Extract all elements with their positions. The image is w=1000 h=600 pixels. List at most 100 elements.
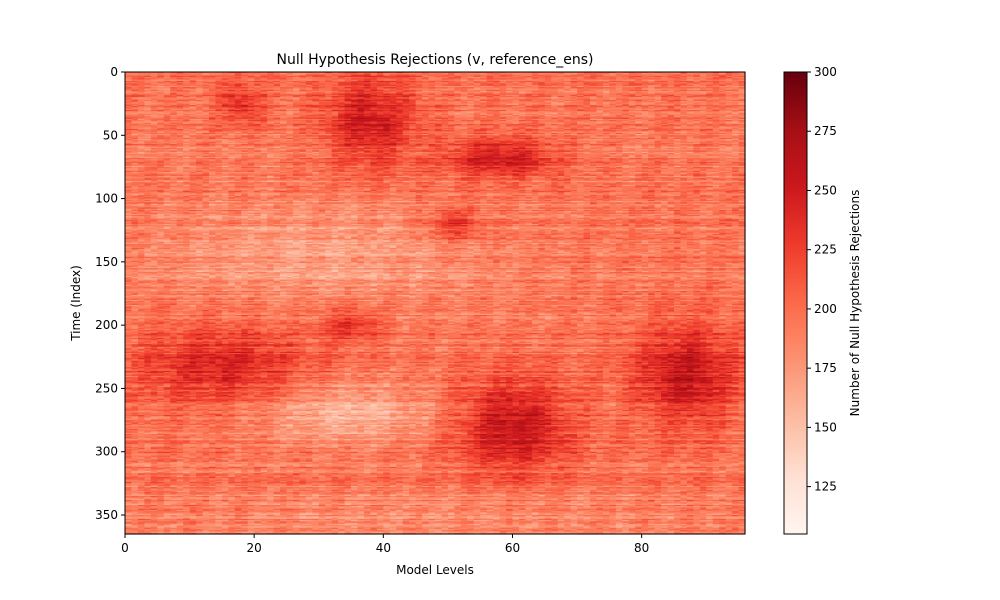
heatmap-cell xyxy=(499,75,507,78)
heatmap-cell xyxy=(260,90,268,93)
heatmap-cell xyxy=(396,78,404,81)
heatmap-cell xyxy=(389,97,397,100)
heatmap-cell xyxy=(299,87,307,90)
heatmap-cell xyxy=(170,85,178,88)
heatmap-cell xyxy=(615,84,623,87)
heatmap-cell xyxy=(596,94,604,97)
heatmap-cell xyxy=(454,83,462,86)
heatmap-cell xyxy=(732,99,740,102)
heatmap-cell xyxy=(176,74,184,77)
heatmap-cell xyxy=(131,88,139,91)
heatmap-cell xyxy=(531,92,539,95)
heatmap-cell xyxy=(577,90,585,93)
heatmap-cell xyxy=(312,85,320,88)
heatmap-cell xyxy=(312,83,320,86)
heatmap-cell xyxy=(170,84,178,87)
heatmap-cell xyxy=(518,83,527,86)
heatmap-cell xyxy=(228,78,236,81)
heatmap-cell xyxy=(280,101,288,103)
heatmap-cell xyxy=(254,96,262,98)
heatmap-cell xyxy=(363,77,372,79)
heatmap-cell xyxy=(577,98,585,101)
heatmap-cell xyxy=(363,97,372,100)
heatmap-cell xyxy=(196,78,204,81)
heatmap-cell xyxy=(473,83,481,86)
heatmap-cell xyxy=(273,85,281,88)
heatmap-cell xyxy=(396,85,404,88)
heatmap-cell xyxy=(157,90,165,93)
heatmap-cell xyxy=(622,75,630,78)
heatmap-cell xyxy=(577,88,585,91)
heatmap-cell xyxy=(725,82,733,84)
heatmap-cell xyxy=(583,88,591,91)
heatmap-cell xyxy=(357,92,365,95)
heatmap-cell xyxy=(622,92,630,95)
heatmap-cell xyxy=(292,92,300,95)
heatmap-cell xyxy=(712,94,720,97)
heatmap-cell xyxy=(480,85,488,88)
heatmap-cell xyxy=(654,75,662,78)
heatmap-cell xyxy=(635,94,643,97)
heatmap-cell xyxy=(648,88,656,91)
heatmap-cell xyxy=(170,74,178,77)
heatmap-cell xyxy=(260,94,268,97)
heatmap-cell xyxy=(305,94,313,97)
heatmap-cell xyxy=(493,101,501,103)
heatmap-cell xyxy=(351,82,359,84)
heatmap-cell xyxy=(318,72,326,74)
heatmap-cell xyxy=(370,97,378,100)
heatmap-cell xyxy=(590,82,598,84)
heatmap-cell xyxy=(150,99,158,102)
heatmap-cell xyxy=(208,85,217,88)
heatmap-cell xyxy=(422,78,430,81)
heatmap-cell xyxy=(331,77,339,79)
heatmap-cell xyxy=(150,79,158,82)
heatmap-cell xyxy=(628,96,636,98)
heatmap-cell xyxy=(234,74,242,77)
heatmap-cell xyxy=(338,101,346,103)
heatmap-cell xyxy=(254,89,262,92)
heatmap-cell xyxy=(241,83,249,86)
heatmap-cell xyxy=(570,73,578,76)
heatmap-cell xyxy=(344,85,352,88)
heatmap-cell xyxy=(202,92,210,95)
heatmap-cell xyxy=(506,99,514,102)
heatmap-cell xyxy=(551,93,559,96)
heatmap-cell xyxy=(654,83,662,86)
heatmap-cell xyxy=(654,74,662,77)
heatmap-cell xyxy=(725,77,733,79)
heatmap-cell xyxy=(493,99,501,102)
heatmap-cell xyxy=(260,88,268,91)
heatmap-cell xyxy=(150,98,158,101)
heatmap-cell xyxy=(131,74,139,77)
heatmap-cell xyxy=(467,90,475,93)
heatmap-cell xyxy=(583,85,591,88)
heatmap-cell xyxy=(460,73,468,76)
heatmap-cell xyxy=(602,73,610,76)
heatmap-cell xyxy=(247,89,255,92)
heatmap-cell xyxy=(706,96,714,98)
heatmap-cell xyxy=(635,89,643,92)
heatmap-cell xyxy=(480,97,488,100)
heatmap-cell xyxy=(667,82,675,84)
heatmap-cell xyxy=(467,82,475,84)
heatmap-cell xyxy=(648,79,656,82)
heatmap-cell xyxy=(441,98,449,101)
heatmap-cell xyxy=(596,93,604,96)
heatmap-cell xyxy=(725,78,733,81)
heatmap-cell xyxy=(396,97,404,100)
heatmap-cell xyxy=(150,82,158,84)
heatmap-cell xyxy=(641,73,649,76)
heatmap-cell xyxy=(602,84,610,87)
heatmap-cell xyxy=(525,96,533,98)
heatmap-cell xyxy=(447,75,455,78)
heatmap-cell xyxy=(473,82,481,84)
heatmap-cell xyxy=(441,83,449,86)
heatmap-cell xyxy=(137,80,145,83)
heatmap-cell xyxy=(544,78,552,81)
heatmap-cell xyxy=(551,97,559,100)
heatmap-cell xyxy=(648,90,656,93)
heatmap-cell xyxy=(680,97,688,100)
heatmap-cell xyxy=(247,96,255,98)
heatmap-cell xyxy=(680,79,688,82)
